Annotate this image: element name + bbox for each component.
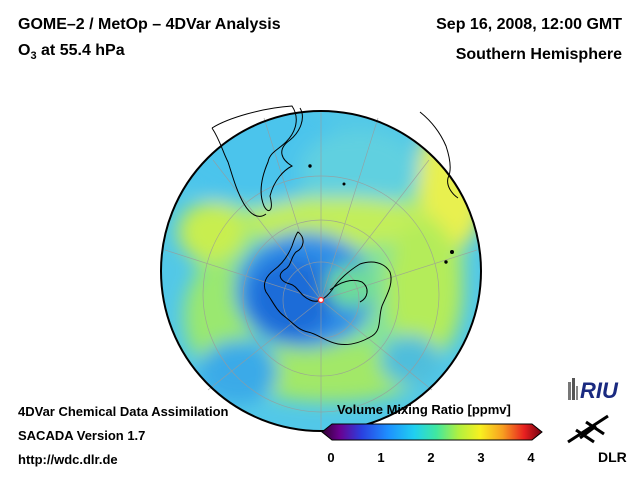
colorbar-tick: 1 xyxy=(377,450,385,465)
colorbar-tick: 4 xyxy=(527,450,535,465)
dlr-logo-mark xyxy=(567,414,609,444)
riu-logo-text: RIU xyxy=(580,378,619,403)
region-label: Southern Hemisphere xyxy=(455,46,622,63)
footer-line-1: 4DVar Chemical Data Assimilation xyxy=(18,404,229,419)
colorbar-tick: 2 xyxy=(427,450,435,465)
africa-coast xyxy=(419,111,459,199)
species-level-label: O3 at 55.4 hPa xyxy=(18,42,125,62)
species-prefix: O xyxy=(18,42,31,59)
globe-outline xyxy=(160,110,482,432)
dlr-logo-text: DLR xyxy=(598,449,627,465)
colorbar-title: Volume Mixing Ratio [ppmv] xyxy=(337,402,511,417)
species-suffix: at 55.4 hPa xyxy=(36,42,125,59)
colorbar-tick: 3 xyxy=(477,450,485,465)
colorbar-gradient xyxy=(321,423,543,441)
graticule xyxy=(164,111,478,431)
south-pole-marker xyxy=(317,296,325,304)
date-label: Sep 16, 2008, 12:00 GMT xyxy=(436,16,622,33)
species-subscript: 3 xyxy=(30,50,37,63)
map-title: GOME–2 / MetOp – 4DVar Analysis xyxy=(18,16,281,33)
south-america-coast xyxy=(211,105,303,212)
riu-logo: RIU xyxy=(568,378,619,403)
coastlines xyxy=(211,105,459,345)
antarctica-coast xyxy=(263,231,392,345)
colorbar-tick: 0 xyxy=(327,450,335,465)
south-america-west xyxy=(211,127,267,217)
ice-shelf xyxy=(329,279,368,303)
footer-line-2: SACADA Version 1.7 xyxy=(18,428,146,443)
footer-url[interactable]: http://wdc.dlr.de xyxy=(18,452,118,467)
